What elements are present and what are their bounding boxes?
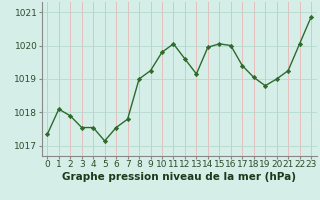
X-axis label: Graphe pression niveau de la mer (hPa): Graphe pression niveau de la mer (hPa) <box>62 172 296 182</box>
